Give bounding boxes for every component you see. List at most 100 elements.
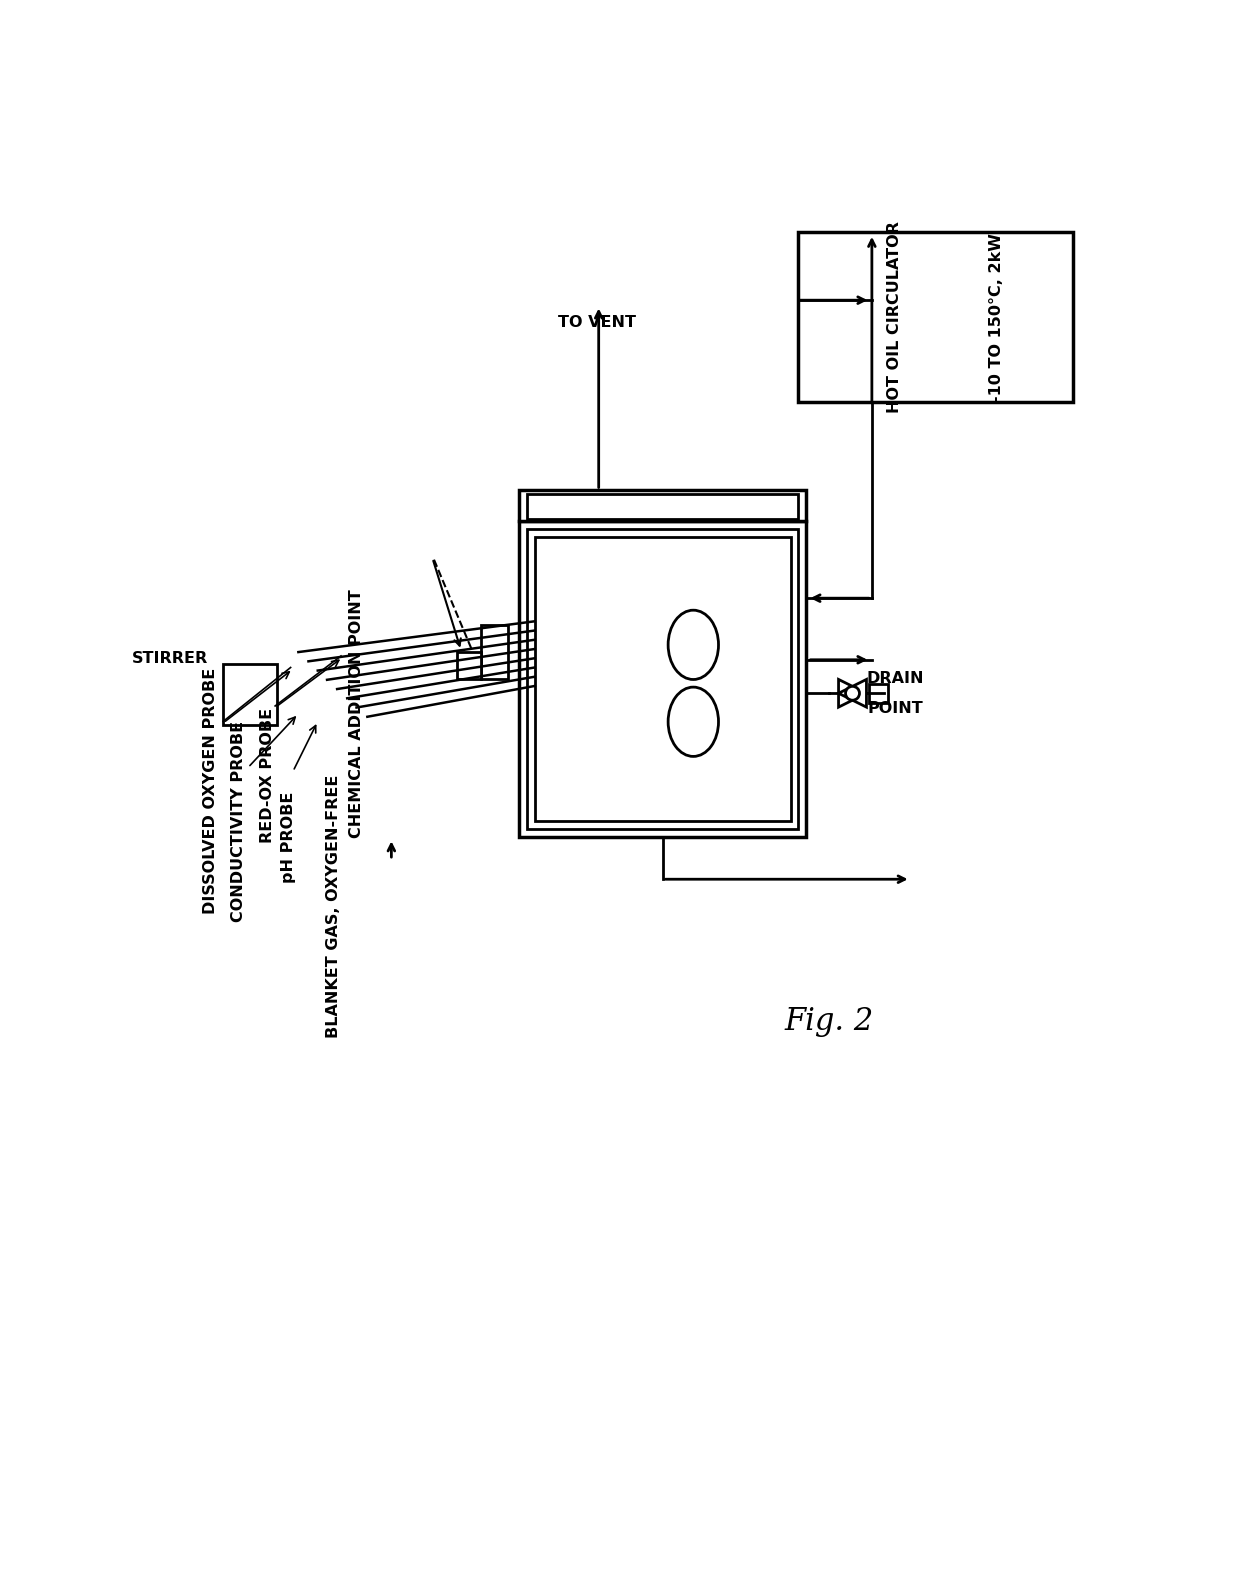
Point [596,623,616,648]
Point [569,667,589,692]
Point [642,708,662,733]
Point [774,738,794,763]
Point [564,600,584,626]
Point [537,630,557,656]
Point [563,630,583,656]
Point [595,694,615,719]
Point [543,611,563,637]
Point [766,621,786,646]
Point [754,597,774,623]
Point [625,749,645,775]
Point [682,732,702,757]
Point [606,623,626,648]
Point [632,654,652,680]
Point [715,586,735,611]
Point [753,778,773,803]
Point [753,694,773,719]
Point [739,542,759,567]
Point [703,670,723,695]
Point [565,554,585,580]
Point [570,716,590,741]
Point [604,532,624,558]
Point [618,626,637,651]
Point [666,730,686,756]
Point [671,768,691,794]
Point [651,741,671,767]
Point [558,526,578,551]
Point [693,689,713,714]
Point [652,654,672,680]
Point [675,618,694,643]
Point [546,784,565,809]
Point [615,591,635,616]
Point [565,798,585,824]
Point [688,721,708,746]
Point [764,662,784,687]
Point [552,543,572,569]
Point [683,695,703,721]
Point [534,591,554,616]
Point [748,767,768,792]
Point [696,550,715,575]
Point [734,529,754,554]
Point [722,558,742,583]
Point [536,559,556,584]
Point [646,634,666,659]
Point [537,730,557,756]
Point [709,578,729,604]
Point [543,714,563,740]
Point [733,561,753,586]
Point [588,700,608,725]
Point [533,740,553,765]
Point [560,564,580,589]
Point [621,610,641,635]
Point [593,630,613,656]
Point [758,768,777,794]
Point [671,545,691,570]
Point [546,648,565,673]
Point [684,703,704,729]
Point [765,531,785,556]
Point [753,668,773,694]
Point [590,670,610,695]
Point [668,680,688,705]
Point [751,637,771,662]
Point [544,626,564,651]
Point [730,760,750,786]
Point [672,787,692,813]
Point [748,683,768,708]
Point [761,630,781,656]
Point [556,546,575,572]
Point [570,554,590,580]
Point [729,778,749,803]
Point [725,680,745,705]
Point [667,792,687,817]
Point [634,727,653,752]
Point [673,771,693,797]
Point [536,748,556,773]
Point [680,686,699,711]
Point [708,616,728,642]
Point [603,545,622,570]
Point [750,540,770,565]
Point [556,602,575,627]
Point [686,597,706,623]
Point [562,703,582,729]
Point [573,638,593,664]
Point [585,629,605,654]
Point [715,706,735,732]
Point [565,746,585,771]
Point [619,627,639,653]
Point [735,649,755,675]
Point [603,706,622,732]
Point [656,773,676,798]
Point [718,763,738,789]
Point [537,732,557,757]
Point [662,716,682,741]
Point [546,610,565,635]
Point [559,708,579,733]
Point [739,564,759,589]
Point [595,684,615,710]
Point [624,640,644,665]
Point [644,596,663,621]
